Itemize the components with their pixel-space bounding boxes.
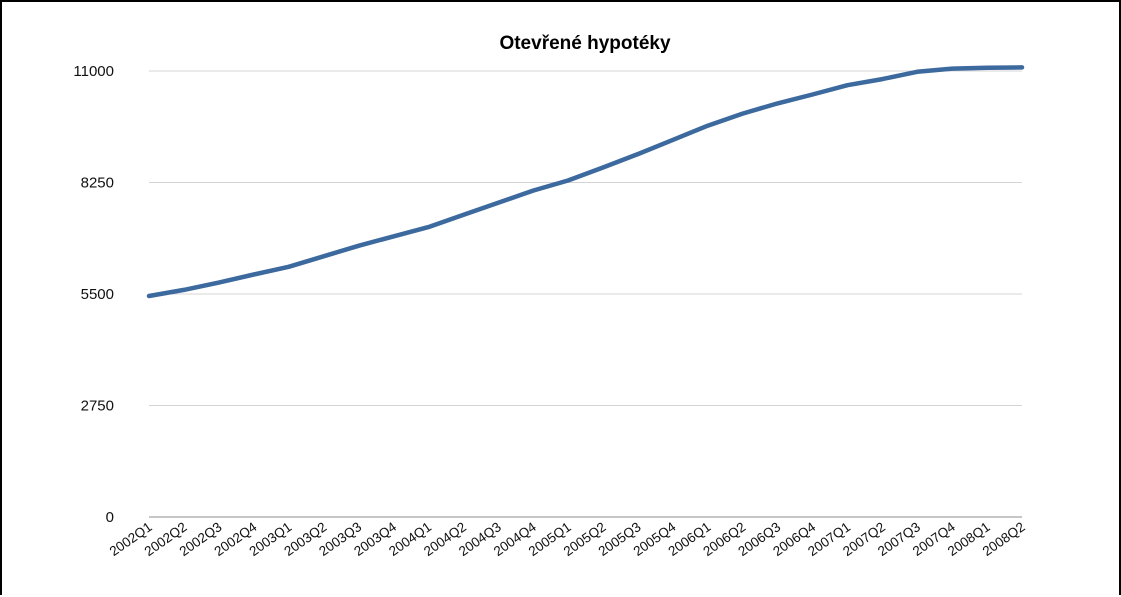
gridlines — [149, 70, 1022, 518]
data-point — [880, 77, 884, 81]
y-tick-label: 8250 — [81, 175, 114, 192]
data-point — [566, 178, 570, 182]
data-point — [810, 93, 814, 97]
data-point — [531, 189, 535, 193]
data-point — [601, 165, 605, 169]
data-point — [357, 244, 361, 248]
data-point — [845, 83, 849, 87]
y-tick-label: 2750 — [81, 398, 114, 415]
data-point — [322, 254, 326, 258]
data-point — [776, 101, 780, 105]
y-axis-ticks: 0 2750 5500 8250 11000 — [73, 63, 114, 526]
data-point — [426, 225, 430, 229]
data-point — [741, 112, 745, 116]
data-point — [147, 294, 151, 298]
data-point — [950, 67, 954, 71]
y-tick-label: 11000 — [73, 63, 114, 80]
x-axis-ticks: 2002Q12002Q22002Q32002Q42003Q12003Q22003… — [107, 519, 1028, 559]
data-point — [706, 124, 710, 128]
data-point — [1020, 65, 1024, 69]
data-point — [496, 201, 500, 205]
series-line — [146, 65, 1025, 299]
data-point — [915, 70, 919, 74]
data-point — [636, 152, 640, 156]
series-layer — [146, 65, 1025, 299]
y-tick-label: 5500 — [81, 286, 114, 303]
data-point — [391, 234, 395, 238]
data-point — [985, 66, 989, 70]
data-point — [217, 281, 221, 285]
data-point — [671, 138, 675, 142]
data-point — [287, 265, 291, 269]
data-point — [461, 213, 465, 217]
data-point — [252, 273, 256, 277]
chart-title: Otevřené hypotéky — [499, 33, 670, 54]
data-point — [182, 288, 186, 292]
y-tick-label: 0 — [106, 509, 114, 526]
